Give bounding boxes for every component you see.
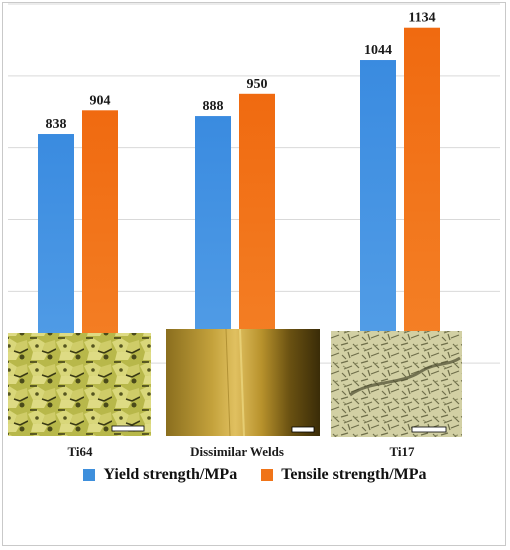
legend-item-yield: Yield strength/MPa (83, 466, 237, 484)
inset-micrograph-ti17 (331, 331, 462, 437)
inset-micrograph-dissimilar-welds (166, 328, 320, 437)
category-label: Ti17 (389, 444, 415, 459)
value-label: 1134 (408, 11, 435, 26)
category-label: Ti64 (67, 444, 93, 459)
legend-item-tensile: Tensile strength/MPa (261, 466, 427, 484)
inset-micrograph-ti64 (8, 333, 151, 436)
bar-chart: 838 904 888 950 1044 1134 Ti64 Dissimilar Weld… (8, 3, 500, 459)
legend-swatch-tensile (261, 469, 274, 481)
legend-label-yield: Yield strength/MPa (103, 466, 238, 483)
category-labels: Ti64 Dissimilar Welds Ti17 (67, 444, 415, 459)
legend: Yield strength/MPa Tensile strength/MPa (0, 466, 510, 484)
value-label: 904 (90, 93, 111, 108)
value-label: 1044 (364, 43, 392, 58)
value-labels: 838 904 888 950 1044 1134 (46, 11, 436, 132)
legend-label-tensile: Tensile strength/MPa (281, 466, 427, 483)
value-label: 888 (203, 99, 224, 114)
legend-swatch-yield (83, 469, 96, 481)
category-label: Dissimilar Welds (190, 444, 284, 459)
value-label: 950 (247, 77, 268, 92)
value-label: 838 (46, 117, 67, 132)
